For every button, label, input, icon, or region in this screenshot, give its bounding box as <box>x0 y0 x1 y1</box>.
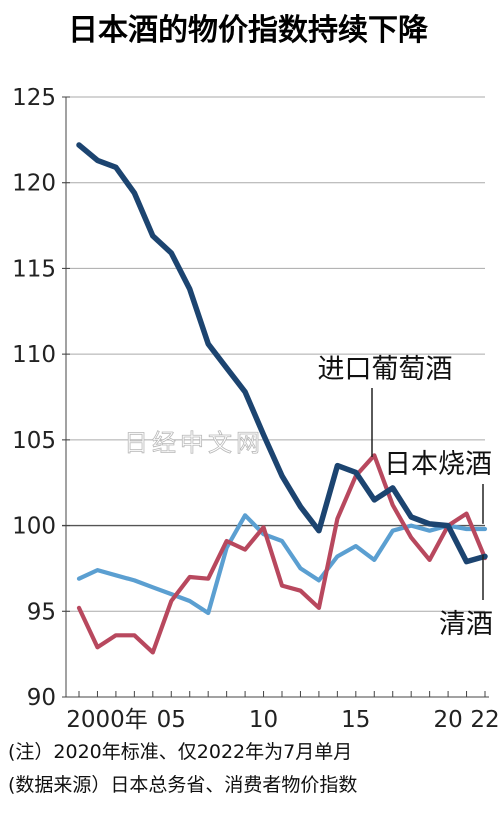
series-line-sake <box>76 142 488 565</box>
x-axis-ticks: 2000年 05 10 15 20 22 <box>66 691 500 733</box>
x-tick-label: 15 <box>341 707 370 733</box>
label-leaders <box>371 388 484 600</box>
series-line-shochu <box>76 513 488 616</box>
y-tick-label: 115 <box>12 256 56 282</box>
y-tick-label: 100 <box>12 514 56 540</box>
note-standard: (注）2020年标准、仅2022年为7月单月 <box>8 741 353 763</box>
watermark: 日经中文网 <box>124 429 264 457</box>
x-tick-label: 22 <box>470 707 499 733</box>
y-tick-label: 95 <box>27 599 56 625</box>
gridlines <box>62 96 485 612</box>
note-source: (数据来源）日本总务省、消费者物价指数 <box>8 774 358 796</box>
label-sake: 清酒 <box>439 609 493 640</box>
x-tick-label: 05 <box>157 707 186 733</box>
x-tick-label: 20 <box>433 707 462 733</box>
x-tick-label: 2000年 <box>66 707 148 733</box>
series-lines <box>76 142 488 655</box>
label-wine: 进口葡萄酒 <box>318 354 453 385</box>
y-axis-ticks: 90 95 100 105 110 115 120 125 <box>12 85 70 711</box>
label-shochu: 日本烧酒 <box>384 449 492 480</box>
series-line-wine <box>76 453 488 655</box>
y-tick-label: 90 <box>27 685 56 711</box>
y-tick-label: 110 <box>12 342 56 368</box>
axes <box>65 97 489 698</box>
x-tick-label: 10 <box>249 707 278 733</box>
chart-title: 日本酒的物价指数持续下降 <box>68 13 429 48</box>
y-tick-label: 120 <box>12 171 56 197</box>
y-tick-label: 105 <box>12 428 56 454</box>
y-tick-label: 125 <box>12 85 56 111</box>
